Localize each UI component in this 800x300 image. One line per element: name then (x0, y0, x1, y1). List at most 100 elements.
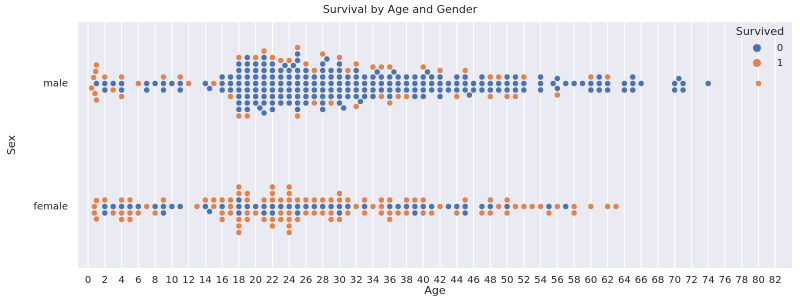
point (311, 203, 318, 210)
point (252, 209, 259, 217)
point (218, 216, 226, 223)
point (227, 203, 234, 210)
chart-title: Survival by Age and Gender (323, 3, 478, 16)
point (604, 80, 611, 87)
point (445, 80, 452, 87)
point (126, 196, 134, 204)
point (151, 209, 159, 217)
x-tick-label: 62 (601, 275, 614, 286)
point (327, 99, 335, 107)
point (235, 216, 243, 223)
point (562, 203, 569, 210)
point (294, 203, 301, 210)
point (252, 99, 259, 107)
x-tick-label: 4 (118, 275, 124, 286)
point (487, 196, 494, 204)
point (269, 73, 276, 81)
point (327, 93, 335, 100)
point (302, 93, 310, 100)
point (411, 80, 419, 87)
point (478, 73, 486, 81)
point (369, 203, 377, 210)
point (411, 209, 419, 217)
point (168, 80, 176, 87)
point (235, 229, 243, 236)
point (386, 216, 393, 223)
point (461, 209, 469, 217)
point (285, 183, 293, 191)
x-tick-label: 82 (769, 275, 782, 286)
point (436, 67, 444, 74)
point (302, 73, 310, 81)
point (285, 229, 293, 236)
point (269, 86, 276, 94)
point (361, 86, 368, 94)
point (277, 99, 285, 107)
point (361, 203, 368, 210)
point (487, 203, 494, 210)
point (336, 196, 343, 204)
point (336, 54, 343, 61)
point (227, 80, 234, 87)
point (151, 203, 159, 210)
point (411, 203, 419, 210)
point (336, 93, 343, 100)
point (512, 86, 519, 94)
point (294, 73, 301, 81)
point (101, 73, 109, 81)
point (495, 73, 502, 81)
x-tick-label: 46 (467, 275, 480, 286)
point (323, 55, 331, 63)
point (244, 112, 251, 120)
x-tick-label: 64 (618, 275, 631, 286)
point (285, 196, 293, 204)
x-tick-label: 0 (85, 275, 91, 286)
point (235, 183, 243, 191)
point (596, 86, 603, 94)
point (285, 80, 293, 87)
point (244, 80, 251, 87)
point (503, 80, 511, 87)
point (252, 67, 259, 74)
point (353, 93, 360, 100)
x-tick-label: 18 (233, 275, 246, 286)
point (503, 209, 511, 217)
x-tick-label: 44 (450, 275, 463, 286)
point (394, 203, 402, 210)
point (445, 203, 452, 210)
point (319, 86, 326, 94)
point (545, 203, 553, 210)
x-tick-label: 36 (383, 275, 396, 286)
point (353, 86, 360, 94)
point (109, 86, 117, 94)
point (411, 86, 419, 94)
point (244, 99, 251, 107)
point (252, 93, 259, 100)
y-tick-label: female (34, 202, 68, 213)
point (311, 86, 318, 94)
x-tick-label: 78 (735, 275, 748, 286)
point (461, 80, 469, 87)
point (118, 80, 125, 87)
point (336, 203, 343, 210)
point (135, 203, 142, 210)
x-tick-label: 26 (300, 275, 313, 286)
point (126, 203, 134, 210)
x-tick-label: 40 (417, 275, 430, 286)
point (269, 80, 276, 87)
point (545, 209, 553, 217)
point (671, 80, 678, 87)
point (671, 86, 678, 94)
point (218, 80, 226, 87)
point (93, 197, 100, 204)
point (143, 86, 150, 94)
point (587, 80, 595, 87)
x-axis-label: Age (424, 284, 446, 297)
point (327, 203, 335, 210)
x-tick-label: 52 (517, 275, 530, 286)
point (269, 60, 276, 68)
point (319, 203, 326, 210)
point (461, 196, 469, 204)
x-tick-label: 60 (585, 275, 598, 286)
point (294, 80, 301, 87)
